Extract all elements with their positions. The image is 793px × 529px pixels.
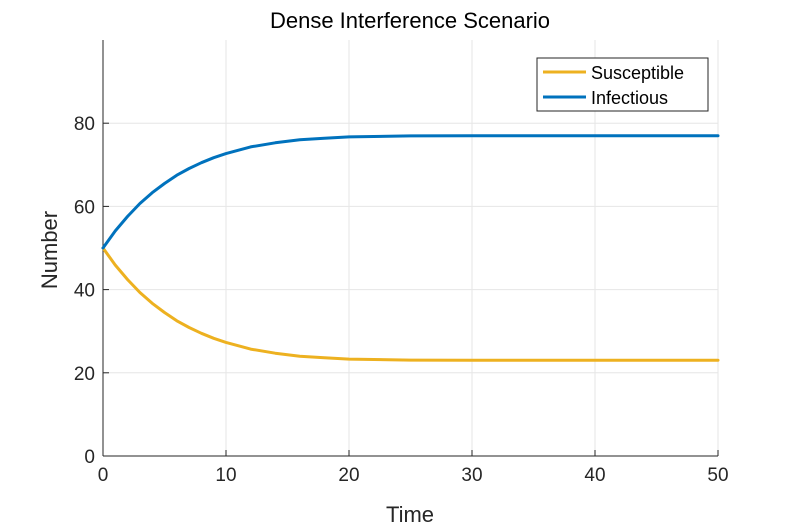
- grid: [103, 40, 719, 456]
- x-axis-label: Time: [386, 502, 434, 527]
- series-lines: [101, 134, 720, 362]
- y-tick-label: 20: [74, 364, 95, 385]
- series-line-infectious: [101, 134, 720, 250]
- x-tick-label: 50: [707, 465, 728, 486]
- x-tick-label: 10: [215, 465, 236, 486]
- tick-labels: 0 10 20 30 40 50 0 20 40 60 80: [74, 114, 729, 486]
- x-tick-label: 40: [584, 465, 605, 486]
- series-line-susceptible: [101, 246, 720, 362]
- y-tick-label: 40: [74, 281, 95, 302]
- y-tick-label: 0: [84, 447, 95, 468]
- x-tick-label: 20: [338, 465, 359, 486]
- x-tick-label: 0: [98, 465, 109, 486]
- y-axis-label: Number: [37, 211, 62, 289]
- x-tick-label: 30: [461, 465, 482, 486]
- legend-label-susceptible: Susceptible: [591, 63, 684, 83]
- y-tick-label: 60: [74, 197, 95, 218]
- chart-title: Dense Interference Scenario: [270, 8, 550, 33]
- legend: Susceptible Infectious: [536, 57, 709, 112]
- legend-box: [536, 57, 709, 112]
- legend-label-infectious: Infectious: [591, 88, 668, 108]
- y-tick-label: 80: [74, 114, 95, 135]
